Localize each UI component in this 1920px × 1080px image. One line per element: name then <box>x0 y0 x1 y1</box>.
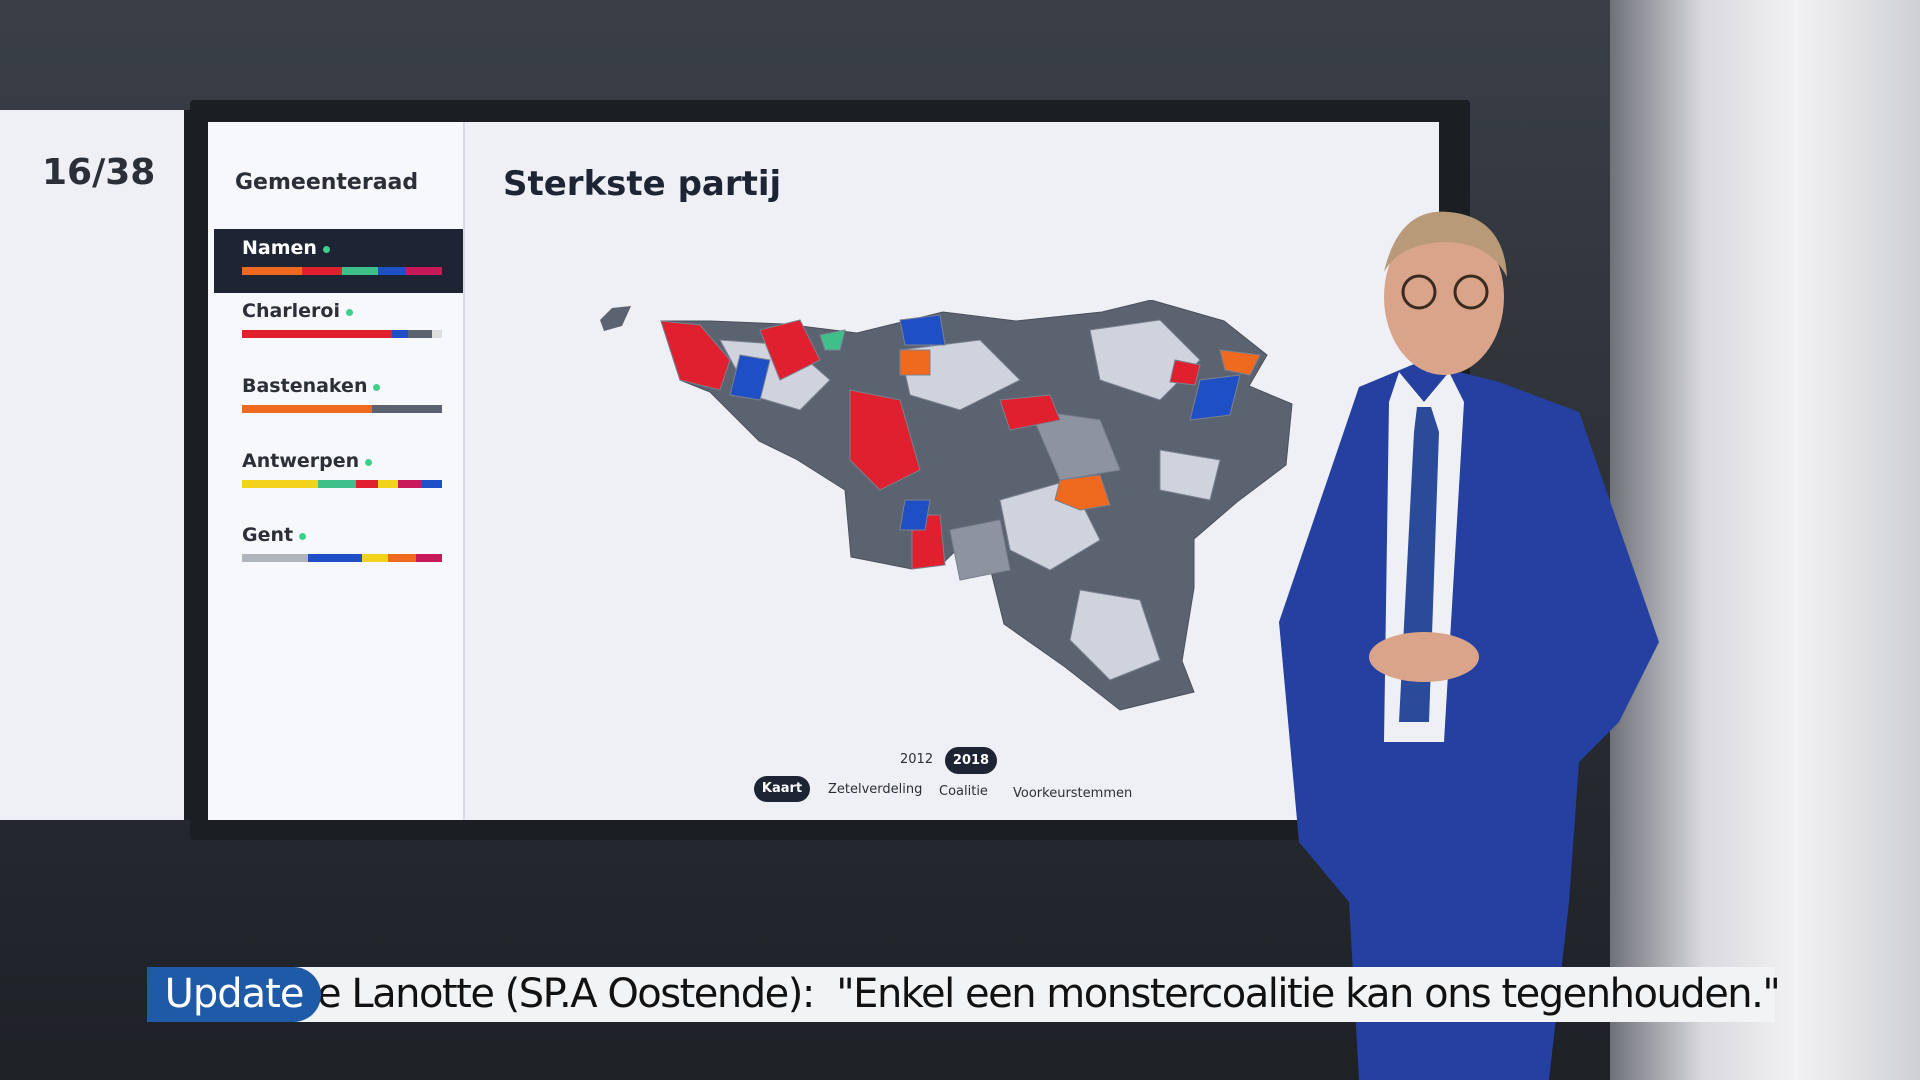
section-title: Gemeenteraad <box>235 170 419 195</box>
party-stripe <box>242 330 442 338</box>
tab[interactable]: Voorkeurstemmen <box>1013 786 1133 801</box>
sidebar: Gemeenteraad Namen Charleroi Bastenaken Ant… <box>208 122 465 820</box>
party-stripe <box>242 554 442 562</box>
hair <box>1384 211 1507 277</box>
tab-selected[interactable]: Kaart <box>754 776 810 802</box>
left-screen: 16/38 <box>0 110 194 820</box>
glasses <box>1453 274 1489 310</box>
party-stripe <box>242 480 442 488</box>
counter: 16/38 <box>42 152 156 193</box>
party-stripe <box>242 267 442 275</box>
presenter <box>1279 211 1659 1080</box>
city-item[interactable]: Bastenaken <box>214 367 463 431</box>
status-dot <box>346 309 353 316</box>
municipalities <box>660 314 1261 681</box>
city-item[interactable]: Gent <box>214 516 463 580</box>
city-name: Gent <box>242 524 294 546</box>
year-selected[interactable]: 2018 <box>945 747 997 774</box>
ticker-tag: Update <box>147 967 321 1022</box>
city-item[interactable]: Charleroi <box>214 292 463 356</box>
ticker-text: e Lanotte (SP.A Oostende): "Enkel een mo… <box>317 971 1781 1017</box>
suit <box>1279 362 1659 1080</box>
status-dot <box>365 459 372 466</box>
chart-title: Sterkste partij <box>503 164 782 204</box>
city-name: Charleroi <box>242 300 340 322</box>
status-dot <box>323 246 330 253</box>
city-item[interactable]: Antwerpen <box>214 442 463 506</box>
city-name: Bastenaken <box>242 375 368 397</box>
status-dot <box>299 533 306 540</box>
studio-wall <box>1610 0 1920 1080</box>
glasses <box>1401 274 1437 310</box>
main-screen: Gemeenteraad Namen Charleroi Bastenaken Ant… <box>208 122 1439 820</box>
map <box>600 300 1293 711</box>
year-option[interactable]: 2012 <box>900 752 934 767</box>
party-stripe <box>242 405 442 413</box>
status-dot <box>373 384 380 391</box>
tab[interactable]: Coalitie <box>939 784 988 799</box>
head <box>1384 219 1504 375</box>
hands <box>1369 632 1479 682</box>
island <box>600 306 631 331</box>
city-name: Namen <box>242 237 317 259</box>
city-item[interactable]: Namen <box>214 229 463 293</box>
tab[interactable]: Zetelverdeling <box>828 782 923 797</box>
news-ticker: e Lanotte (SP.A Oostende): "Enkel een mo… <box>147 967 1781 1022</box>
city-name: Antwerpen <box>242 450 360 472</box>
